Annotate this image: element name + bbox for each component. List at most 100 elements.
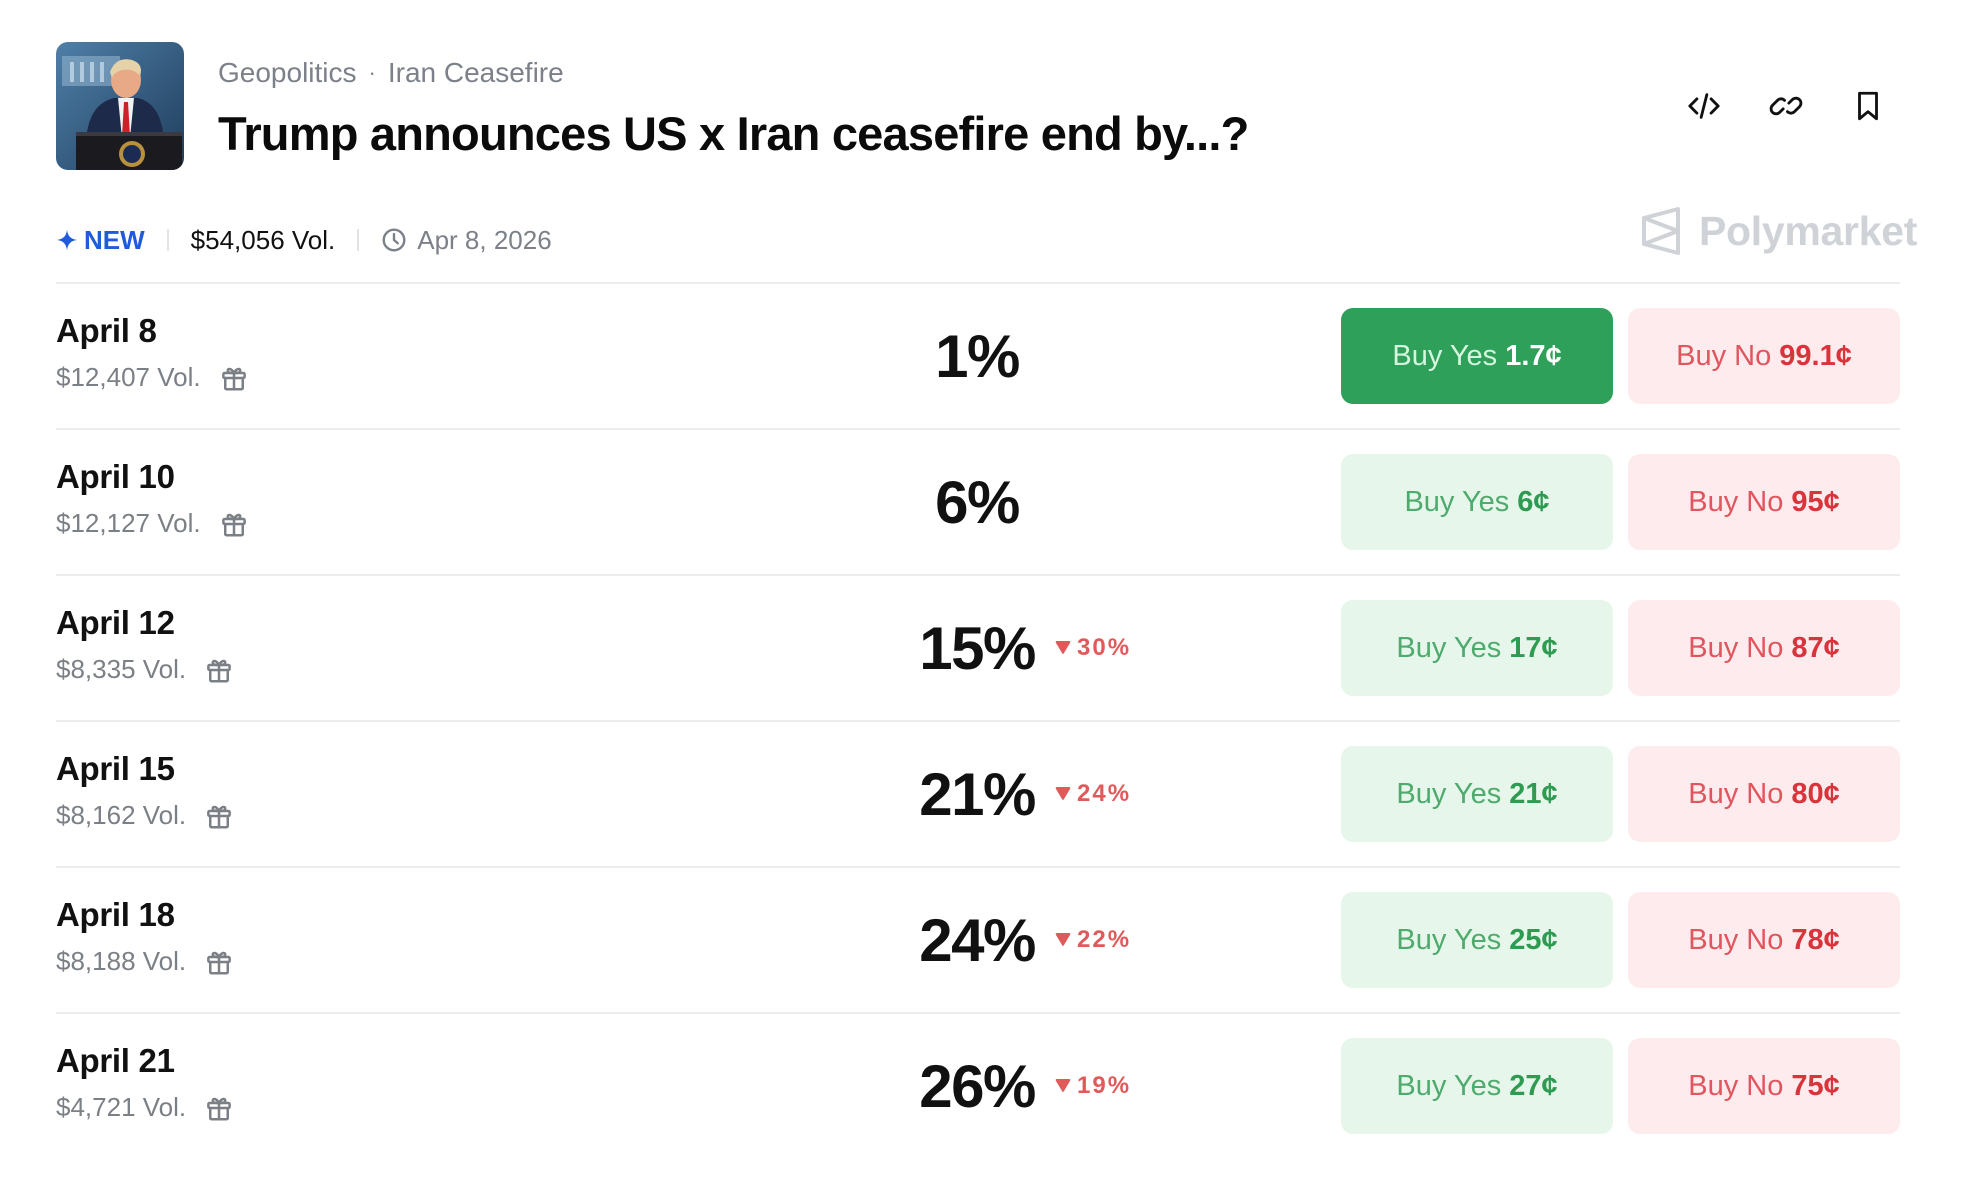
- gift-icon[interactable]: [204, 1093, 234, 1123]
- outcome-volume: $8,335 Vol.: [56, 654, 234, 685]
- breadcrumb-category[interactable]: Geopolitics: [218, 57, 357, 88]
- buy-yes-button[interactable]: Buy Yes 6¢: [1341, 454, 1613, 550]
- outcome-volume: $8,188 Vol.: [56, 946, 234, 977]
- outcome-label: April 18 $8,188 Vol.: [56, 896, 234, 977]
- buy-yes-label: Buy Yes: [1396, 631, 1502, 664]
- buy-no-label: Buy No: [1688, 923, 1784, 956]
- breadcrumb-subcategory[interactable]: Iran Ceasefire: [387, 57, 564, 88]
- outcome-date: April 8: [56, 312, 157, 349]
- probability-change: 22%: [1055, 926, 1131, 954]
- outcome-label: April 12 $8,335 Vol.: [56, 604, 234, 685]
- gift-icon[interactable]: [219, 509, 249, 539]
- probability-change-value: 19%: [1077, 1072, 1132, 1099]
- sparkle-icon: [56, 229, 78, 251]
- buy-no-price: 75¢: [1791, 1069, 1840, 1102]
- code-icon: [1688, 93, 1720, 119]
- outcome-label: April 8 $12,407 Vol.: [56, 312, 249, 393]
- triangle-down-icon: [1055, 787, 1071, 800]
- outcome-list: April 8 $12,407 Vol. 1% Buy Yes: [56, 282, 1900, 1158]
- buy-no-button[interactable]: Buy No 80¢: [1628, 746, 1900, 842]
- buy-yes-price: 17¢: [1509, 631, 1558, 664]
- gift-icon[interactable]: [204, 655, 234, 685]
- outcome-row[interactable]: April 8 $12,407 Vol. 1% Buy Yes: [56, 282, 1900, 428]
- triangle-down-icon: [1055, 933, 1071, 946]
- probability-value: 26%: [919, 1052, 1036, 1120]
- copy-link-button[interactable]: [1768, 88, 1804, 124]
- gift-icon[interactable]: [204, 947, 234, 977]
- breadcrumb-separator: ·: [368, 60, 376, 85]
- outcome-date: April 21: [56, 1042, 175, 1079]
- buy-yes-button[interactable]: Buy Yes 17¢: [1341, 600, 1613, 696]
- outcome-label: April 21 $4,721 Vol.: [56, 1042, 234, 1123]
- outcome-row[interactable]: April 15 $8,162 Vol. 21% 24% Buy Y: [56, 720, 1900, 866]
- polymarket-logo-icon: [1642, 207, 1680, 255]
- outcome-volume-text: $8,335 Vol.: [56, 654, 187, 684]
- probability-change: 19%: [1055, 1072, 1131, 1100]
- buy-no-price: 78¢: [1791, 923, 1840, 956]
- meta-divider: [166, 229, 169, 251]
- outcome-volume-text: $8,188 Vol.: [56, 946, 187, 976]
- probability-value: 21%: [919, 760, 1036, 828]
- market-title: Trump announces US x Iran ceasefire end …: [218, 107, 1249, 160]
- buy-no-button[interactable]: Buy No 75¢: [1628, 1038, 1900, 1134]
- new-badge: NEW: [56, 225, 145, 256]
- outcome-row[interactable]: April 10 $12,127 Vol. 6% Buy Yes: [56, 428, 1900, 574]
- buy-no-label: Buy No: [1688, 631, 1784, 664]
- buy-yes-button[interactable]: Buy Yes 27¢: [1341, 1038, 1613, 1134]
- link-icon: [1769, 96, 1803, 116]
- probability-change-value: 30%: [1077, 634, 1132, 661]
- probability-value: 24%: [919, 906, 1036, 974]
- gift-icon[interactable]: [219, 363, 249, 393]
- end-date-text: Apr 8, 2026: [417, 224, 552, 255]
- outcome-date: April 12: [56, 604, 175, 641]
- outcome-date: April 10: [56, 458, 175, 495]
- outcome-volume: $12,407 Vol.: [56, 362, 249, 393]
- trump-press-photo-icon: [56, 42, 184, 170]
- buy-yes-button[interactable]: Buy Yes 25¢: [1341, 892, 1613, 988]
- buy-yes-label: Buy Yes: [1396, 777, 1502, 810]
- buy-yes-label: Buy Yes: [1396, 1069, 1502, 1102]
- buy-yes-button[interactable]: Buy Yes 1.7¢: [1341, 308, 1613, 404]
- buy-no-label: Buy No: [1676, 339, 1772, 372]
- buy-yes-price: 21¢: [1509, 777, 1558, 810]
- buy-no-price: 95¢: [1791, 485, 1840, 518]
- buy-yes-button[interactable]: Buy Yes 21¢: [1341, 746, 1613, 842]
- buy-no-button[interactable]: Buy No 95¢: [1628, 454, 1900, 550]
- buy-no-label: Buy No: [1688, 1069, 1784, 1102]
- outcome-label: April 15 $8,162 Vol.: [56, 750, 234, 831]
- bookmark-icon: [1858, 91, 1878, 121]
- market-header: Geopolitics · Iran Ceasefire Trump annou…: [56, 42, 1900, 170]
- outcome-date: April 15: [56, 750, 175, 787]
- buy-yes-label: Buy Yes: [1404, 485, 1510, 518]
- breadcrumb: Geopolitics · Iran Ceasefire: [218, 57, 564, 89]
- buy-yes-price: 6¢: [1517, 485, 1550, 518]
- polymarket-logo: Polymarket: [1641, 206, 1917, 256]
- buy-yes-price: 25¢: [1509, 923, 1558, 956]
- embed-button[interactable]: [1686, 88, 1722, 124]
- outcome-volume-text: $8,162 Vol.: [56, 800, 187, 830]
- outcome-row[interactable]: April 18 $8,188 Vol. 24% 22% Buy Y: [56, 866, 1900, 1012]
- probability-change-value: 24%: [1077, 780, 1132, 807]
- outcome-date: April 18: [56, 896, 175, 933]
- buy-no-button[interactable]: Buy No 87¢: [1628, 600, 1900, 696]
- buy-no-price: 99.1¢: [1779, 339, 1852, 372]
- bookmark-button[interactable]: [1850, 88, 1886, 124]
- buy-no-price: 80¢: [1791, 777, 1840, 810]
- outcome-label: April 10 $12,127 Vol.: [56, 458, 249, 539]
- outcome-row[interactable]: April 21 $4,721 Vol. 26% 19% Buy Y: [56, 1012, 1900, 1158]
- triangle-down-icon: [1055, 641, 1071, 654]
- probability-value: 6%: [935, 468, 1020, 536]
- brand-name: Polymarket: [1699, 207, 1918, 254]
- buy-yes-label: Buy Yes: [1396, 923, 1502, 956]
- buy-yes-price: 1.7¢: [1505, 339, 1562, 372]
- outcome-volume-text: $12,407 Vol.: [56, 362, 201, 392]
- outcome-row[interactable]: April 12 $8,335 Vol. 15% 30% Buy Y: [56, 574, 1900, 720]
- gift-icon[interactable]: [204, 801, 234, 831]
- outcome-volume: $8,162 Vol.: [56, 800, 234, 831]
- outcome-volume-text: $12,127 Vol.: [56, 508, 201, 538]
- buy-no-button[interactable]: Buy No 78¢: [1628, 892, 1900, 988]
- buy-no-button[interactable]: Buy No 99.1¢: [1628, 308, 1900, 404]
- market-meta: NEW $54,056 Vol. Apr 8, 2026: [56, 220, 552, 260]
- probability-value: 15%: [919, 614, 1036, 682]
- buy-no-label: Buy No: [1688, 485, 1784, 518]
